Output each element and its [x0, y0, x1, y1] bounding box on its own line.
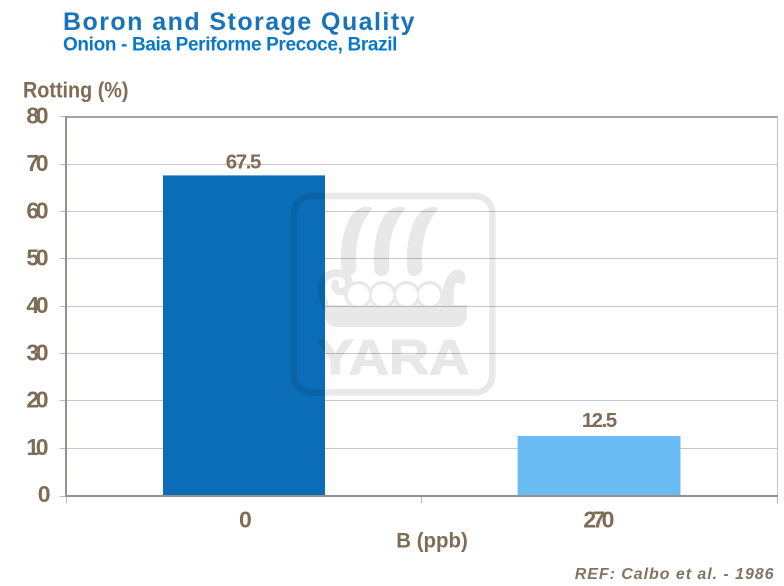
svg-text:80: 80	[26, 103, 48, 129]
svg-text:Boron and Storage Quality: Boron and Storage Quality	[63, 8, 416, 36]
svg-text:40: 40	[26, 292, 48, 318]
svg-text:B (ppb): B (ppb)	[396, 530, 468, 553]
svg-text:60: 60	[26, 197, 48, 223]
svg-text:270: 270	[583, 507, 614, 533]
svg-text:Onion - Baia Periforme Precoce: Onion - Baia Periforme Precoce, Brazil	[63, 35, 397, 56]
svg-text:70: 70	[26, 150, 48, 176]
svg-text:20: 20	[26, 387, 48, 413]
svg-text:50: 50	[26, 245, 48, 271]
svg-text:Rotting (%): Rotting (%)	[23, 78, 129, 103]
svg-text:30: 30	[26, 339, 48, 365]
svg-text:0: 0	[38, 481, 51, 507]
svg-text:0: 0	[239, 507, 252, 533]
svg-text:12.5: 12.5	[582, 409, 617, 432]
svg-text:YARA: YARA	[317, 331, 470, 385]
svg-text:REF: Calbo et al. - 1986: REF: Calbo et al. - 1986	[575, 566, 775, 583]
svg-text:10: 10	[26, 434, 48, 460]
svg-text:67.5: 67.5	[226, 150, 262, 173]
